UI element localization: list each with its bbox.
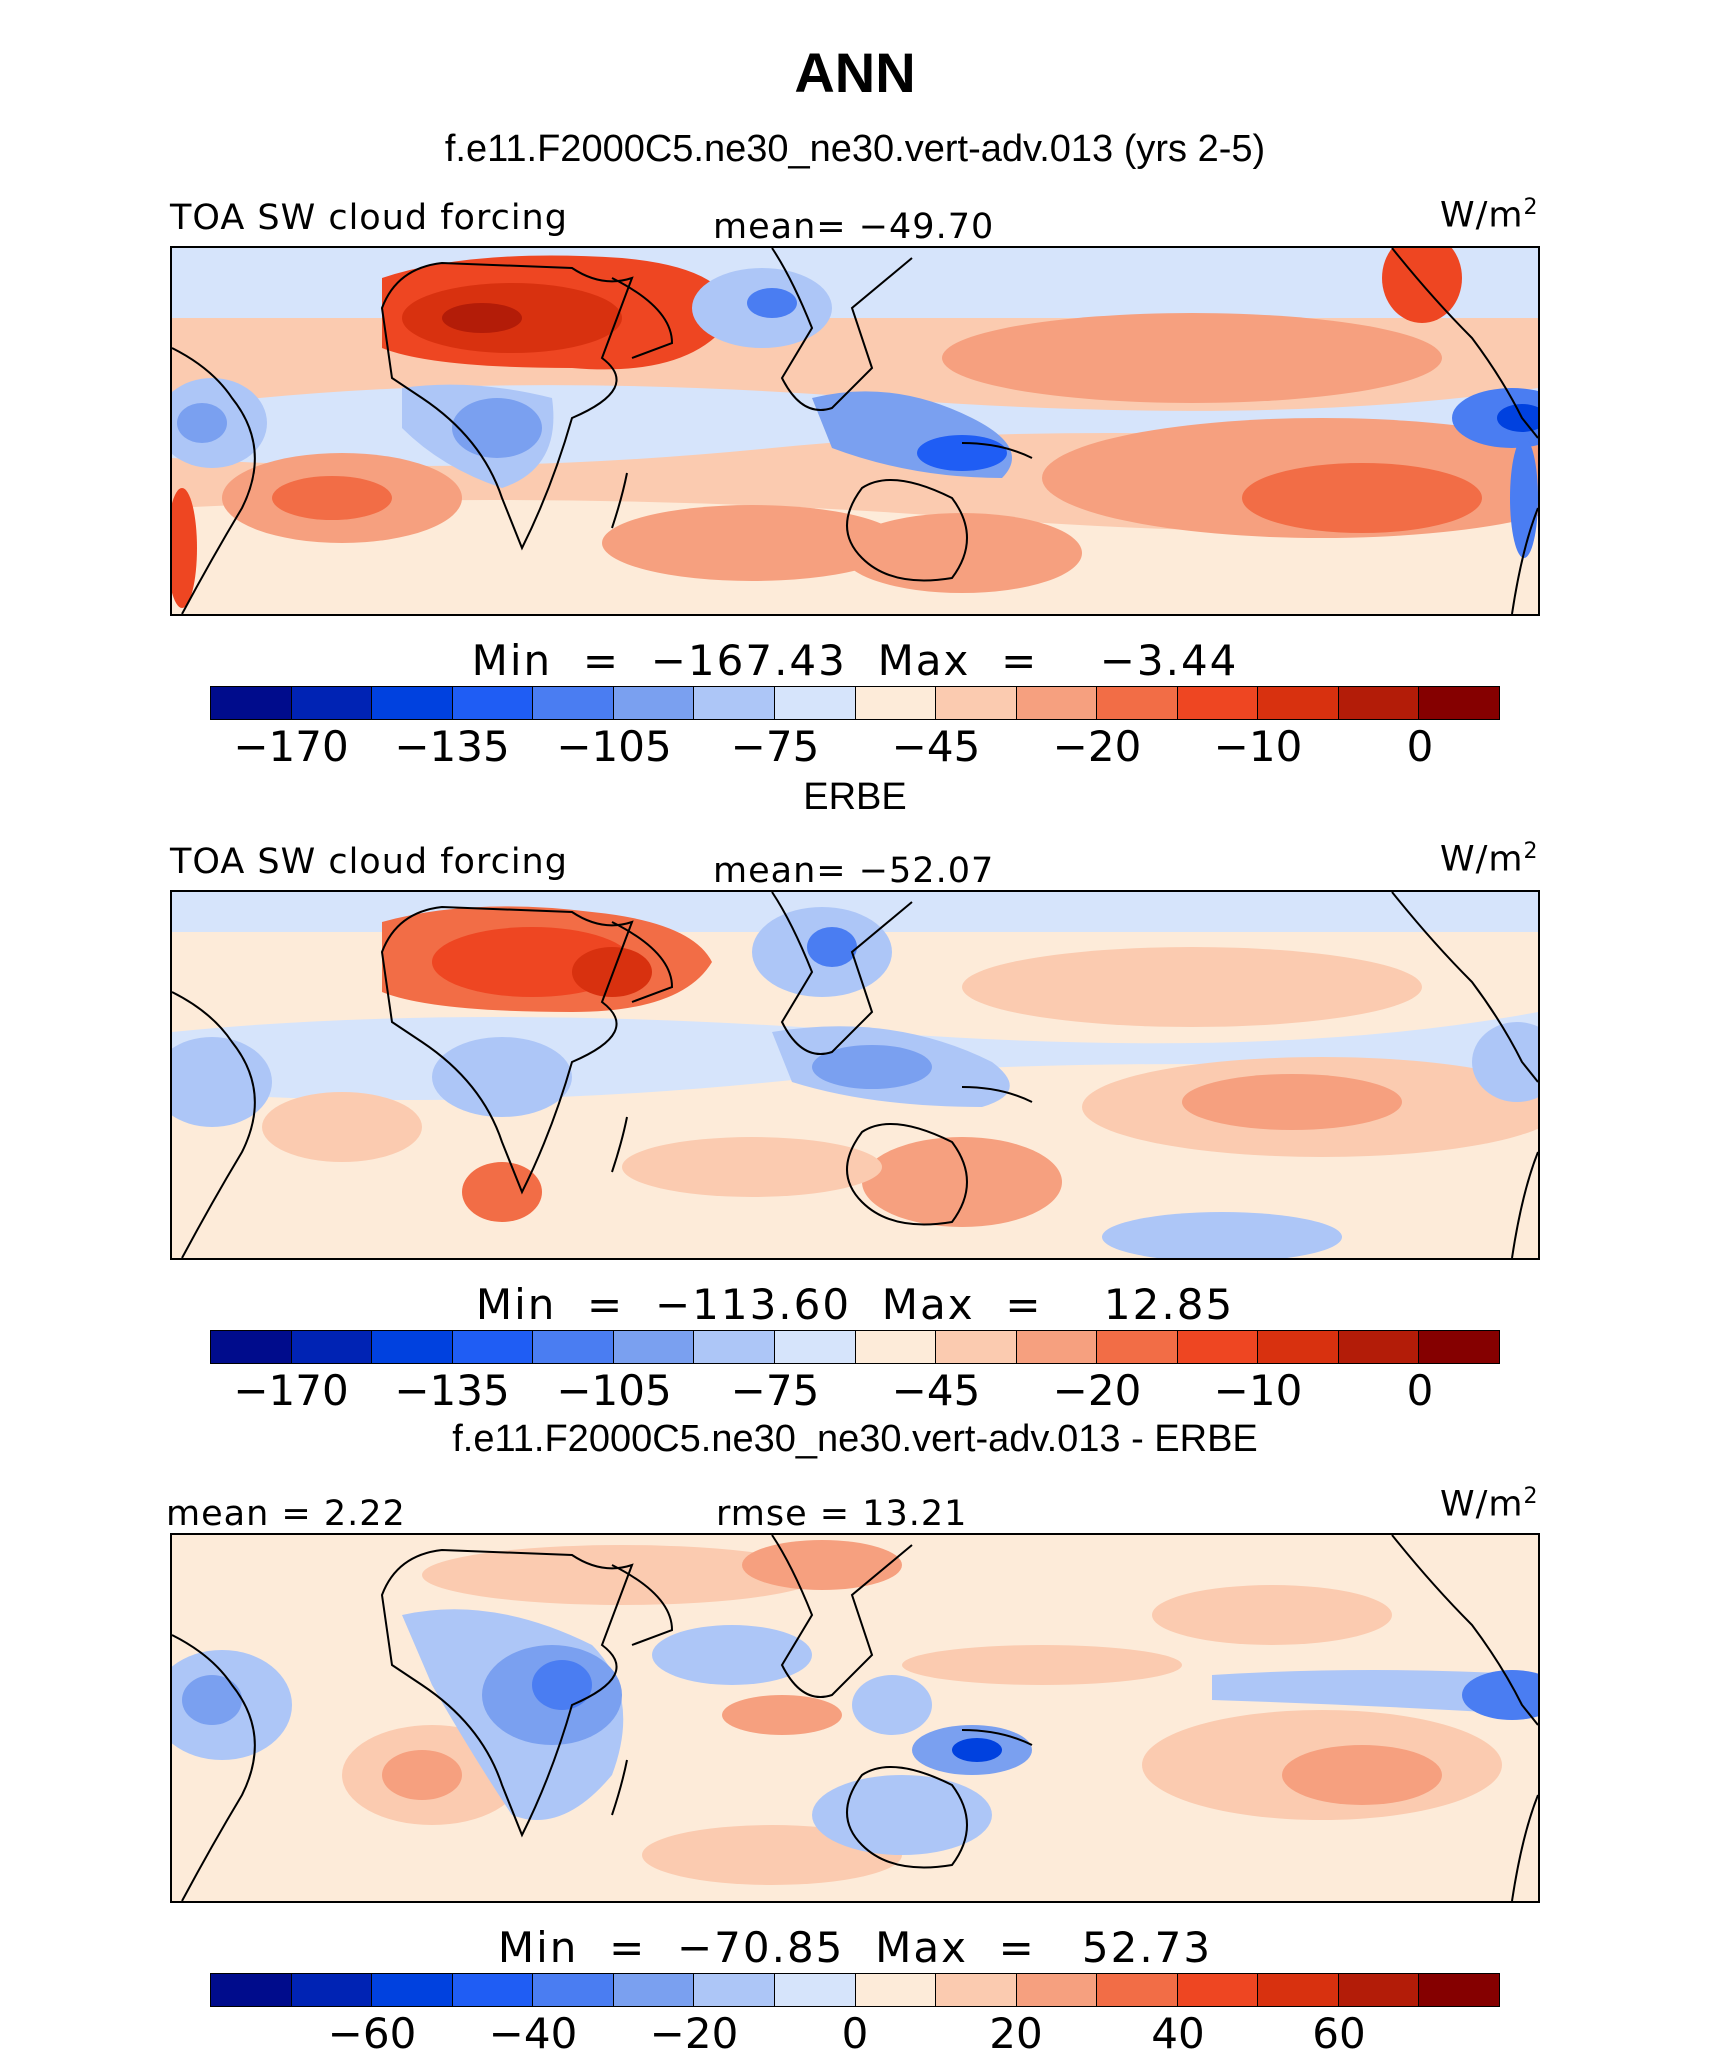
panel1-colorbar-tick: −20 — [1052, 722, 1142, 771]
panel1-map-svg — [172, 248, 1538, 614]
colorbar-swatch — [1177, 1974, 1259, 2006]
panel3-colorbar-tick: 0 — [841, 2009, 869, 2058]
colorbar-swatch — [1097, 1974, 1178, 2006]
panel2-colorbar-tick: −20 — [1052, 1366, 1142, 1415]
panel3-units: W/m2 — [1440, 1484, 1539, 1525]
colorbar-swatch — [1177, 1331, 1259, 1363]
colorbar-swatch — [613, 687, 695, 719]
colorbar-swatch — [774, 1974, 856, 2006]
colorbar-swatch — [1097, 687, 1178, 719]
panel1-mean-label: mean= −49.70 — [713, 207, 995, 247]
colorbar-swatch — [291, 1331, 373, 1363]
colorbar-swatch — [936, 1974, 1017, 2006]
panel1-units: W/m2 — [1440, 195, 1539, 236]
panel3-map — [170, 1533, 1540, 1903]
panel1-colorbar-tick: −135 — [394, 722, 510, 771]
panel3-colorbar-tick: −20 — [649, 2009, 739, 2058]
panel2-colorbar-tick: −105 — [556, 1366, 672, 1415]
colorbar-swatch — [1177, 687, 1259, 719]
panel1-heading: f.e11.F2000C5.ne30_ne30.vert-adv.013 (yr… — [444, 128, 1266, 170]
colorbar-swatch — [211, 687, 292, 719]
colorbar-swatch — [1097, 1331, 1178, 1363]
colorbar-swatch — [211, 1974, 292, 2006]
panel1-colorbar-tick: −105 — [556, 722, 672, 771]
panel2-heading: ERBE — [803, 776, 907, 818]
colorbar-swatch — [936, 1331, 1017, 1363]
panel2-units: W/m2 — [1440, 839, 1539, 880]
colorbar-swatch — [855, 1974, 937, 2006]
panel2-map-svg — [172, 892, 1538, 1258]
panel1-minmax: Min = −167.43 Max = −3.44 — [471, 636, 1239, 685]
colorbar-swatch — [1016, 1331, 1098, 1363]
panel3-colorbar-tick: −60 — [327, 2009, 417, 2058]
page-title: ANN — [794, 41, 916, 104]
colorbar-swatch — [372, 1974, 453, 2006]
colorbar-swatch — [613, 1974, 695, 2006]
panel1-colorbar-tick: −170 — [233, 722, 349, 771]
colorbar-swatch — [694, 1331, 775, 1363]
panel1-colorbar-tick: −45 — [891, 722, 981, 771]
panel3-map-svg — [172, 1535, 1538, 1901]
panel2-colorbar-tick: −135 — [394, 1366, 510, 1415]
panel3-rmse-label: rmse = 13.21 — [716, 1494, 968, 1534]
colorbar-swatch — [291, 687, 373, 719]
colorbar-swatch — [855, 687, 937, 719]
colorbar-swatch — [291, 1974, 373, 2006]
panel2-colorbar-tick: −10 — [1213, 1366, 1303, 1415]
panel2-map — [170, 890, 1540, 1260]
colorbar-swatch — [1016, 1974, 1098, 2006]
colorbar-swatch — [1338, 1974, 1420, 2006]
colorbar-swatch — [372, 687, 453, 719]
colorbar-swatch — [533, 1331, 614, 1363]
panel3-colorbar-tick: −40 — [488, 2009, 578, 2058]
colorbar-swatch — [774, 1331, 856, 1363]
panel3-minmax: Min = −70.85 Max = 52.73 — [497, 1923, 1213, 1972]
panel1-colorbar-tick: −75 — [730, 722, 820, 771]
colorbar-swatch — [1419, 1331, 1499, 1363]
panel2-colorbar-tick: −170 — [233, 1366, 349, 1415]
colorbar-swatch — [452, 687, 534, 719]
panel1-map — [170, 246, 1540, 616]
colorbar-swatch — [855, 1331, 937, 1363]
panel1-field-label: TOA SW cloud forcing — [170, 198, 568, 238]
colorbar-swatch — [1419, 687, 1499, 719]
colorbar-swatch — [936, 687, 1017, 719]
panel2-colorbar-tick: 0 — [1406, 1366, 1434, 1415]
colorbar-swatch — [452, 1331, 534, 1363]
panel3-colorbar-tick: 40 — [1151, 2009, 1205, 2058]
panel3-colorbar-tick: 60 — [1312, 2009, 1366, 2058]
colorbar-swatch — [1419, 1974, 1499, 2006]
panel3-mean-label: mean = 2.22 — [166, 1494, 406, 1534]
colorbar-swatch — [211, 1331, 292, 1363]
panel2-mean-label: mean= −52.07 — [713, 851, 995, 891]
panel1-colorbar-tick: 0 — [1406, 722, 1434, 771]
panel2-colorbar-tick: −45 — [891, 1366, 981, 1415]
colorbar-swatch — [452, 1974, 534, 2006]
panel2-colorbar-tick: −75 — [730, 1366, 820, 1415]
colorbar-swatch — [533, 687, 614, 719]
colorbar-swatch — [774, 687, 856, 719]
colorbar-swatch — [694, 1974, 775, 2006]
panel3-heading: f.e11.F2000C5.ne30_ne30.vert-adv.013 - E… — [452, 1418, 1258, 1460]
panel2-minmax: Min = −113.60 Max = 12.85 — [475, 1280, 1235, 1329]
colorbar-swatch — [1016, 687, 1098, 719]
panel2-colorbar — [210, 1330, 1500, 1364]
panel2-field-label: TOA SW cloud forcing — [170, 842, 568, 882]
colorbar-swatch — [1338, 1331, 1420, 1363]
colorbar-swatch — [372, 1331, 453, 1363]
colorbar-swatch — [694, 687, 775, 719]
panel1-colorbar — [210, 686, 1500, 720]
colorbar-swatch — [1258, 1974, 1339, 2006]
panel3-colorbar-tick: 20 — [989, 2009, 1043, 2058]
colorbar-swatch — [613, 1331, 695, 1363]
panel3-colorbar — [210, 1973, 1500, 2007]
panel1-colorbar-tick: −10 — [1213, 722, 1303, 771]
colorbar-swatch — [533, 1974, 614, 2006]
colorbar-swatch — [1338, 687, 1420, 719]
colorbar-swatch — [1258, 687, 1339, 719]
colorbar-swatch — [1258, 1331, 1339, 1363]
